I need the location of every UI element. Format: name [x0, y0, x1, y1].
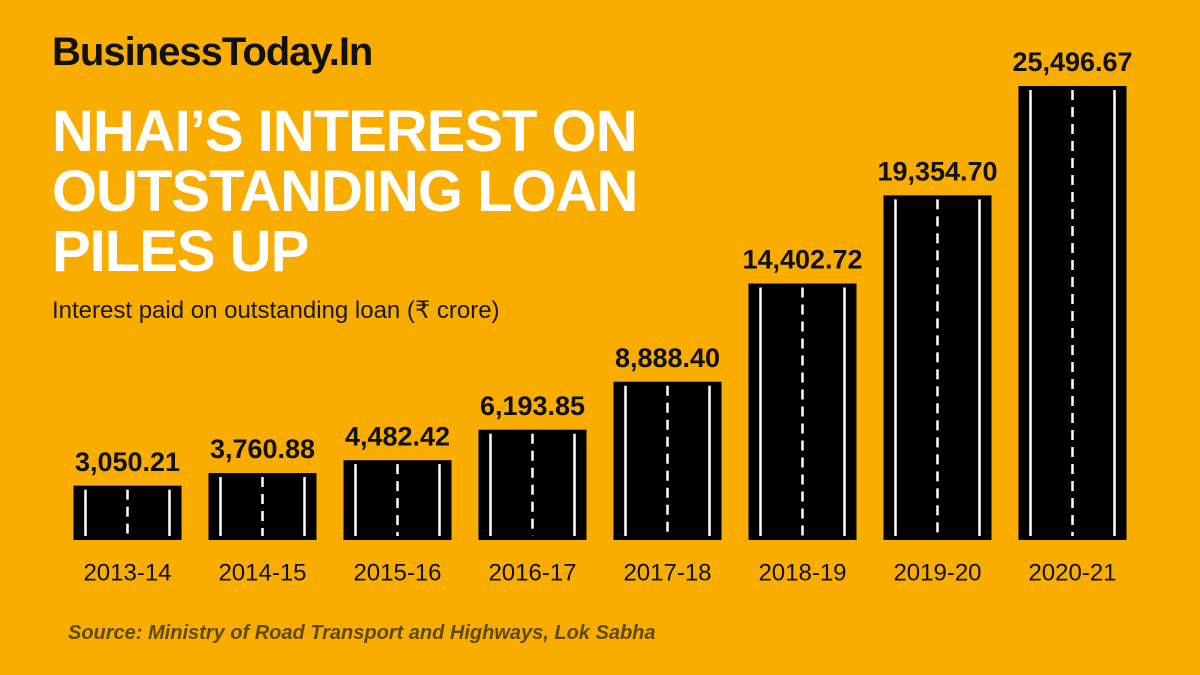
- source: Source: Ministry of Road Transport and H…: [68, 622, 656, 644]
- value-label: 8,888.40: [615, 343, 720, 373]
- x-tick-label: 2018-19: [758, 559, 846, 586]
- value-label: 6,193.85: [480, 391, 585, 421]
- x-tick-label: 2015-16: [353, 559, 441, 586]
- x-tick-label: 2013-14: [83, 559, 171, 586]
- x-tick-label: 2016-17: [488, 559, 576, 586]
- value-label: 3,760.88: [210, 434, 315, 464]
- x-tick-label: 2019-20: [893, 559, 981, 586]
- x-tick-label: 2020-21: [1028, 559, 1116, 586]
- x-tick-label: 2014-15: [218, 559, 306, 586]
- chart-subtitle: Interest paid on outstanding loan (₹ cro…: [52, 297, 500, 324]
- value-label: 3,050.21: [75, 447, 180, 477]
- value-label: 4,482.42: [345, 421, 450, 451]
- bar: [883, 195, 992, 541]
- value-label: 19,354.70: [877, 156, 997, 186]
- value-label: 25,496.67: [1012, 47, 1132, 77]
- brand: BusinessToday.In: [52, 30, 373, 74]
- chart-title: NHAI’S INTEREST ON OUTSTANDING LOAN PILE…: [52, 99, 638, 284]
- x-tick-label: 2017-18: [623, 559, 711, 586]
- value-label: 14,402.72: [742, 245, 862, 275]
